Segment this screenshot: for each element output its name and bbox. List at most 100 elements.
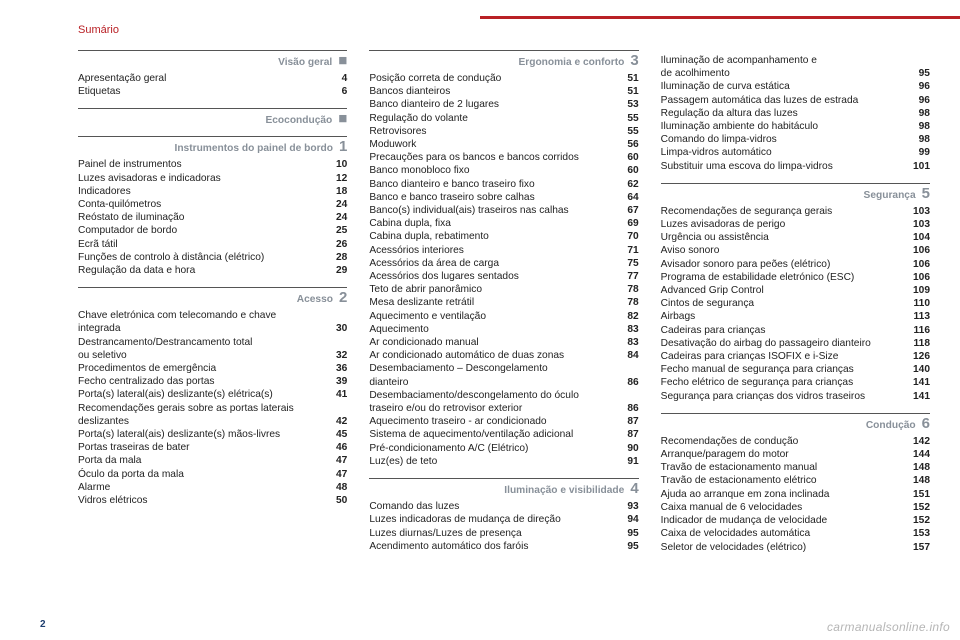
toc-entry: Caixa manual de 6 velocidades152 xyxy=(661,501,930,514)
toc-entry: Banco dianteiro de 2 lugares53 xyxy=(369,98,638,111)
toc-entry-label: Aquecimento traseiro - ar condicionado xyxy=(369,415,627,428)
toc-column: Visão geral■Apresentação geral4Etiquetas… xyxy=(78,50,347,612)
toc-entry-label: Ar condicionado manual xyxy=(369,336,627,349)
toc-entry-page: 12 xyxy=(336,172,347,185)
toc-entry-label: Porta(s) lateral(ais) deslizante(s) mãos… xyxy=(78,428,336,441)
toc-entry-label: Advanced Grip Control xyxy=(661,284,913,297)
section-title: Instrumentos do painel de bordo xyxy=(175,143,333,154)
toc-entry: Painel de instrumentos10 xyxy=(78,158,347,171)
toc-entry-label: Avisador sonoro para peões (elétrico) xyxy=(661,258,913,271)
toc-entry-label: Reóstato de iluminação xyxy=(78,211,336,224)
toc-entry: Precauções para os bancos e bancos corri… xyxy=(369,151,638,164)
toc-entry-page: 98 xyxy=(919,133,930,146)
section-marker: 1 xyxy=(339,140,347,154)
section-title: Ergonomia e conforto xyxy=(518,57,624,68)
toc-entry-page: 142 xyxy=(913,435,930,448)
section-header: Ergonomia e conforto3 xyxy=(369,50,638,68)
toc-entry: Limpa-vidros automático99 xyxy=(661,146,930,159)
toc-entry-page: 118 xyxy=(914,337,930,350)
toc-entry-page: 106 xyxy=(913,258,930,271)
toc-entry-label: Acessórios da área de carga xyxy=(369,257,627,270)
toc-entry-label: Ajuda ao arranque em zona inclinada xyxy=(661,488,913,501)
toc-entry: Porta(s) lateral(ais) deslizante(s) mãos… xyxy=(78,428,347,441)
toc-entry: Arranque/paragem do motor144 xyxy=(661,448,930,461)
toc-entry: Aquecimento e ventilação82 xyxy=(369,310,638,323)
header-accent-bar xyxy=(480,16,960,19)
toc-entry-label: Luzes indicadoras de mudança de direção xyxy=(369,513,627,526)
toc-entry: de acolhimento95 xyxy=(661,67,930,80)
toc-entry: Fecho manual de segurança para crianças1… xyxy=(661,363,930,376)
toc-entry-label: Cabina dupla, rebatimento xyxy=(369,230,627,243)
toc-entry-page: 36 xyxy=(336,362,347,375)
toc-entry: Banco monobloco fixo60 xyxy=(369,164,638,177)
toc-entry-label: Cabina dupla, fixa xyxy=(369,217,627,230)
toc-entry: Travão de estacionamento elétrico148 xyxy=(661,474,930,487)
toc-entry-label: Banco e banco traseiro sobre calhas xyxy=(369,191,627,204)
toc-entry: Vidros elétricos50 xyxy=(78,494,347,507)
toc-entry: Advanced Grip Control109 xyxy=(661,284,930,297)
toc-entry: Cintos de segurança110 xyxy=(661,297,930,310)
toc-entry: Mesa deslizante retrátil78 xyxy=(369,296,638,309)
toc-entry: Passagem automática das luzes de estrada… xyxy=(661,94,930,107)
toc-entry-page: 70 xyxy=(627,230,638,243)
section-title: Condução xyxy=(866,420,916,431)
toc-entry-label: Luzes avisadoras de perigo xyxy=(661,218,913,231)
toc-entry: Posição correta de condução51 xyxy=(369,72,638,85)
toc-entry-page: 42 xyxy=(336,415,347,428)
toc-entry: Bancos dianteiros51 xyxy=(369,85,638,98)
toc-entry: Acessórios interiores71 xyxy=(369,244,638,257)
toc-entry: Desembaciamento – Descongelamento xyxy=(369,362,638,375)
toc-entry-page: 18 xyxy=(336,185,347,198)
toc-entry: Seletor de velocidades (elétrico)157 xyxy=(661,541,930,554)
toc-entry-page: 151 xyxy=(913,488,930,501)
toc-entry-label: Regulação da data e hora xyxy=(78,264,336,277)
toc-entry-label: Regulação da altura das luzes xyxy=(661,107,919,120)
toc-entry-page: 94 xyxy=(627,513,638,526)
toc-entry-page: 148 xyxy=(913,474,930,487)
section-header: Condução6 xyxy=(661,413,930,431)
toc-entry-page: 83 xyxy=(627,336,638,349)
toc-entry-page: 101 xyxy=(913,160,930,173)
toc-entry-page: 30 xyxy=(336,322,347,335)
toc-entry-page: 47 xyxy=(336,468,347,481)
toc-entry-page: 103 xyxy=(913,218,930,231)
toc-entry-page: 77 xyxy=(627,270,638,283)
toc-entry-page: 24 xyxy=(336,198,347,211)
toc-entry-label: Substituir uma escova do limpa-vidros xyxy=(661,160,913,173)
toc-entry-page: 39 xyxy=(336,375,347,388)
section-marker: 2 xyxy=(339,291,347,305)
toc-entry: Ajuda ao arranque em zona inclinada151 xyxy=(661,488,930,501)
toc-entry: Acendimento automático dos faróis95 xyxy=(369,540,638,553)
toc-entry: Airbags113 xyxy=(661,310,930,323)
toc-entry-page: 29 xyxy=(336,264,347,277)
toc-entry-label: Desembaciamento – Descongelamento xyxy=(369,362,638,375)
toc-entry-label: Iluminação de curva estática xyxy=(661,80,919,93)
toc-entry: traseiro e/ou do retrovisor exterior86 xyxy=(369,402,638,415)
toc-entry-page: 78 xyxy=(627,283,638,296)
toc-entry-label: Mesa deslizante retrátil xyxy=(369,296,627,309)
toc-entry: Teto de abrir panorâmico78 xyxy=(369,283,638,296)
section-marker: ■ xyxy=(338,112,347,126)
toc-entry-label: Aquecimento xyxy=(369,323,627,336)
toc-entry-page: 47 xyxy=(336,454,347,467)
toc-entry: Regulação da altura das luzes98 xyxy=(661,107,930,120)
toc-entry-page: 96 xyxy=(919,80,930,93)
toc-entry-label: Programa de estabilidade eletrónico (ESC… xyxy=(661,271,913,284)
toc-entry-label: Iluminação ambiente do habitáculo xyxy=(661,120,919,133)
toc-entry-label: Seletor de velocidades (elétrico) xyxy=(661,541,913,554)
section-header: Visão geral■ xyxy=(78,50,347,68)
toc-entry: Aquecimento83 xyxy=(369,323,638,336)
toc-entry-label: Indicador de mudança de velocidade xyxy=(661,514,913,527)
toc-entry: Funções de controlo à distância (elétric… xyxy=(78,251,347,264)
section-title: Segurança xyxy=(864,190,916,201)
toc-entry-label: Arranque/paragem do motor xyxy=(661,448,913,461)
toc-entry-label: Luzes diurnas/Luzes de presença xyxy=(369,527,627,540)
toc-entry-label: Fecho manual de segurança para crianças xyxy=(661,363,913,376)
toc-entry-label: Recomendações de condução xyxy=(661,435,913,448)
page-title: Sumário xyxy=(78,24,119,36)
toc-entry-label: Comando das luzes xyxy=(369,500,627,513)
toc-entry: Avisador sonoro para peões (elétrico)106 xyxy=(661,258,930,271)
toc-entry-page: 95 xyxy=(627,540,638,553)
toc-entry: ou seletivo32 xyxy=(78,349,347,362)
toc-entry: Etiquetas6 xyxy=(78,85,347,98)
